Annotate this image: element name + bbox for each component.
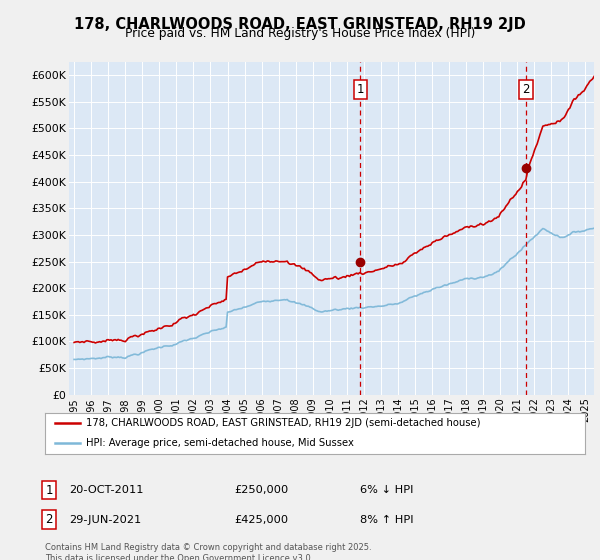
Text: 1: 1 xyxy=(46,483,53,497)
Text: 29-JUN-2021: 29-JUN-2021 xyxy=(69,515,141,525)
Text: 8% ↑ HPI: 8% ↑ HPI xyxy=(360,515,413,525)
Text: 178, CHARLWOODS ROAD, EAST GRINSTEAD, RH19 2JD: 178, CHARLWOODS ROAD, EAST GRINSTEAD, RH… xyxy=(74,17,526,32)
Text: 6% ↓ HPI: 6% ↓ HPI xyxy=(360,485,413,495)
Text: 1: 1 xyxy=(357,83,364,96)
Text: Contains HM Land Registry data © Crown copyright and database right 2025.
This d: Contains HM Land Registry data © Crown c… xyxy=(45,543,371,560)
Text: HPI: Average price, semi-detached house, Mid Sussex: HPI: Average price, semi-detached house,… xyxy=(86,438,353,448)
Text: 20-OCT-2011: 20-OCT-2011 xyxy=(69,485,143,495)
Text: 2: 2 xyxy=(46,513,53,526)
Text: 2: 2 xyxy=(522,83,530,96)
Text: £250,000: £250,000 xyxy=(234,485,288,495)
Text: Price paid vs. HM Land Registry's House Price Index (HPI): Price paid vs. HM Land Registry's House … xyxy=(125,27,475,40)
Text: 178, CHARLWOODS ROAD, EAST GRINSTEAD, RH19 2JD (semi-detached house): 178, CHARLWOODS ROAD, EAST GRINSTEAD, RH… xyxy=(86,418,480,428)
Text: £425,000: £425,000 xyxy=(234,515,288,525)
